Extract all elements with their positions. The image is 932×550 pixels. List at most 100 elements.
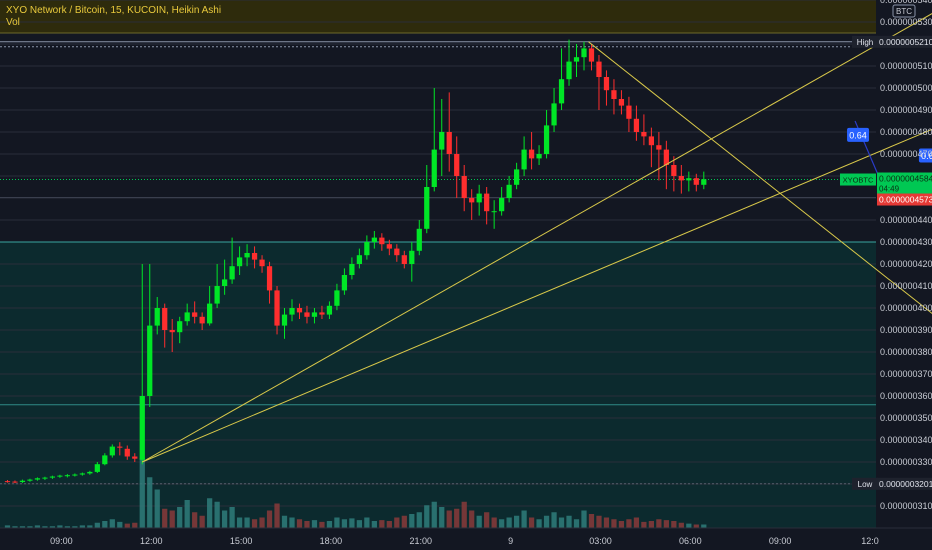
volume-bar	[536, 519, 542, 528]
candle-body	[251, 253, 258, 260]
volume-bar	[656, 519, 662, 528]
price-tick: 0.0000003400	[880, 435, 932, 445]
candle-body	[678, 176, 684, 181]
volume-bar	[693, 524, 699, 528]
symbol-tag-box	[840, 173, 876, 186]
candle-body	[521, 149, 527, 170]
volume-bar	[169, 510, 175, 528]
volume-bar	[364, 517, 370, 528]
annotations: 0.64 0.65	[847, 127, 932, 163]
price-tick: 0.0000003700	[880, 369, 932, 379]
candle-body	[102, 455, 108, 465]
volume-bar	[154, 489, 160, 528]
volume-bar	[289, 517, 295, 528]
volume-bar	[394, 517, 400, 528]
candle-body	[693, 178, 699, 185]
volume-bar	[184, 500, 190, 528]
candle-body	[109, 446, 115, 456]
volume-bar	[686, 523, 692, 528]
volume-bar	[274, 503, 280, 528]
candle-body	[334, 290, 340, 306]
volume-bar	[446, 510, 452, 528]
candle-body	[491, 211, 497, 213]
volume-bar	[124, 523, 130, 528]
candle-body	[371, 237, 377, 242]
candle-body	[454, 154, 460, 176]
candle-body	[424, 187, 430, 229]
candle-body	[169, 330, 175, 333]
candle-body	[596, 61, 602, 77]
price-tick: 0.0000005300	[880, 17, 932, 27]
candle-body	[72, 474, 78, 476]
candle-body	[356, 255, 363, 264]
candle-body	[319, 312, 325, 315]
volume-bar	[334, 517, 340, 528]
candle-body	[409, 250, 415, 264]
candle-body	[57, 475, 63, 477]
candle-body	[4, 481, 11, 483]
candle-body	[341, 275, 348, 291]
symbol-tag: XYOBTC	[843, 176, 874, 185]
candle-body	[558, 79, 565, 104]
volume-bar	[521, 510, 527, 528]
trendline	[142, 128, 932, 463]
candle-body	[244, 253, 250, 258]
candle-body	[364, 242, 370, 256]
volume-bar	[469, 510, 475, 528]
volume-bar	[296, 519, 303, 528]
candle-body	[686, 178, 692, 181]
candle-body	[513, 169, 520, 185]
volume-bar	[236, 517, 243, 528]
volume-label[interactable]: Vol	[6, 17, 20, 28]
candle-body	[469, 198, 475, 203]
volume-bar	[27, 526, 33, 528]
volume-bar	[379, 520, 385, 528]
candle-body	[536, 154, 542, 159]
candle-body	[236, 257, 243, 267]
volume-bar	[42, 526, 48, 528]
volume-bar	[461, 501, 467, 528]
candle-body	[304, 312, 310, 317]
candle-body	[34, 478, 41, 480]
candle-body	[618, 99, 625, 106]
volume-bar	[72, 526, 78, 528]
volume-bar	[319, 521, 325, 528]
trendline	[588, 41, 932, 315]
volume-bar	[94, 522, 100, 528]
symbol-title[interactable]: XYO Network / Bitcoin, 15, KUCOIN, Heiki…	[6, 5, 222, 16]
time-tick: 06:00	[679, 536, 702, 546]
candle-body	[192, 312, 198, 317]
candle-body	[162, 308, 168, 330]
volume-bar	[349, 518, 355, 528]
upper-zone	[0, 0, 876, 33]
volume-bar	[109, 519, 115, 528]
price-tick: 0.0000005400	[880, 0, 932, 5]
candle-body	[349, 264, 355, 275]
low-value: 0.0000003201	[879, 479, 932, 489]
candle-body	[648, 136, 655, 146]
volume-bar	[87, 525, 93, 528]
candle-body	[611, 90, 617, 99]
time-axis: 09:00 12:00 15:00 18:00 21:00 9 03:00 06:00 09:0…	[0, 527, 932, 546]
volume-bar	[57, 525, 63, 528]
price-tick: 0.0000004800	[880, 127, 932, 137]
volume-bar	[147, 477, 153, 528]
volume-bar	[588, 514, 595, 528]
chart-legend: XYO Network / Bitcoin, 15, KUCOIN, Heiki…	[6, 5, 221, 29]
price-tick: 0.0000004400	[880, 215, 932, 225]
candle-body	[543, 125, 550, 154]
fib-label-box	[918, 148, 932, 163]
volume-bar	[251, 519, 258, 528]
high-value-box	[877, 35, 932, 48]
candle-body	[431, 149, 437, 187]
candle-body	[461, 176, 467, 198]
candle-body	[42, 477, 48, 479]
candle-body	[671, 165, 677, 176]
candle-body	[177, 321, 183, 333]
candle-body	[573, 57, 580, 62]
volume-bar	[648, 521, 655, 528]
price-tick: 0.0000004900	[880, 105, 932, 115]
time-tick: 21:00	[410, 536, 433, 546]
volume-bar	[304, 521, 310, 528]
